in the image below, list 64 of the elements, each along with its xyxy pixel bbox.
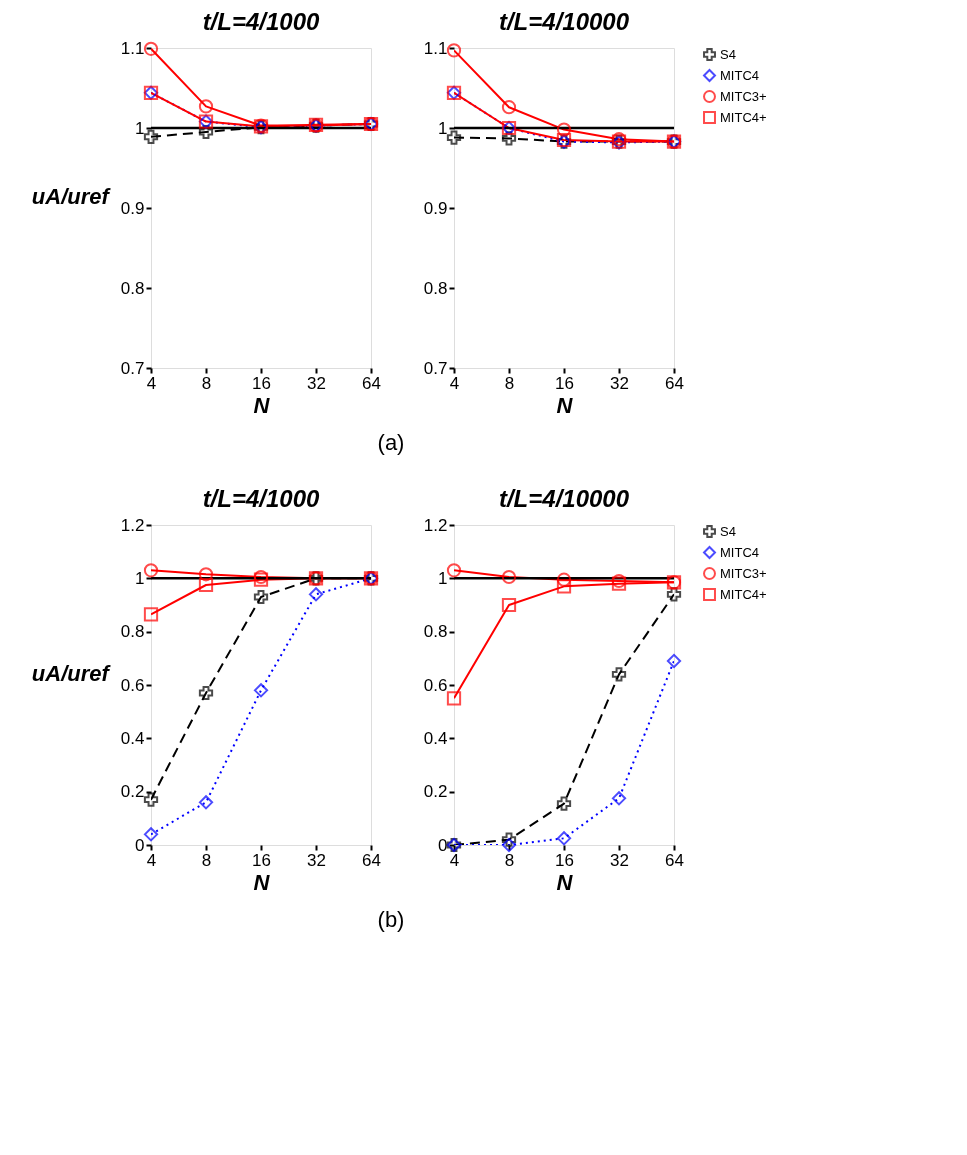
legend-label: MITC4 [720, 67, 759, 83]
legend-label: MITC4 [720, 544, 759, 560]
y-axis-title: uA/uref [31, 183, 112, 209]
x-axis-title: N [556, 392, 574, 418]
x-tick-label: 64 [665, 373, 684, 393]
y-tick-label: 1.2 [423, 515, 448, 535]
x-tick-label: 16 [252, 373, 271, 393]
x-tick-label: 16 [252, 850, 271, 870]
x-tick-label: 64 [362, 373, 381, 393]
y-tick-label: 1.2 [120, 515, 145, 535]
legend-label: S4 [720, 523, 736, 539]
x-tick-label: 32 [610, 373, 629, 393]
y-tick-label: 0.8 [120, 278, 145, 298]
x-tick-label: 4 [449, 373, 460, 393]
x-axis-title: N [556, 869, 574, 895]
y-tick-label: 0.9 [120, 198, 145, 218]
y-axis-title: uA/uref [31, 660, 112, 686]
chart-title: t/L=4/1000 [202, 485, 321, 512]
y-tick-label: 0.8 [120, 622, 145, 642]
y-tick-label: 0.4 [423, 728, 448, 748]
text: (a) [377, 430, 405, 455]
y-tick-label: 0.2 [120, 782, 145, 802]
x-tick-label: 16 [555, 850, 574, 870]
y-tick-label: 0 [438, 835, 448, 855]
y-tick-label: 0.8 [423, 622, 448, 642]
y-tick-label: 1 [438, 568, 448, 588]
y-tick-label: 0.7 [120, 358, 145, 378]
y-tick-label: 1 [438, 118, 448, 138]
y-tick-label: 0.2 [423, 782, 448, 802]
x-tick-label: 32 [610, 850, 629, 870]
legend-label: MITC4+ [720, 586, 767, 602]
x-tick-label: 16 [555, 373, 574, 393]
legend-label: MITC3+ [720, 88, 767, 104]
y-tick-label: 0.9 [423, 198, 448, 218]
y-tick-label: 1 [135, 118, 145, 138]
y-tick-label: 0.4 [120, 728, 145, 748]
legend-label: S4 [720, 46, 736, 62]
x-tick-label: 64 [362, 850, 381, 870]
chart-title: t/L=4/1000 [202, 7, 321, 35]
x-axis-title: N [253, 869, 271, 895]
y-tick-label: 1.1 [423, 38, 448, 58]
y-tick-label: 1.1 [120, 38, 145, 58]
legend-label: MITC3+ [720, 565, 767, 581]
x-tick-label: 8 [504, 373, 515, 393]
x-tick-label: 8 [504, 850, 515, 870]
y-tick-label: 0.7 [423, 358, 448, 378]
x-tick-label: 8 [201, 373, 212, 393]
y-tick-label: 0.8 [423, 278, 448, 298]
x-tick-label: 8 [201, 850, 212, 870]
x-tick-label: 32 [307, 850, 326, 870]
text: (b) [377, 907, 405, 932]
x-tick-label: 4 [449, 850, 460, 870]
y-tick-label: 0.6 [120, 675, 145, 695]
x-tick-label: 4 [146, 850, 157, 870]
legend-label: MITC4+ [720, 109, 767, 125]
chart-title: t/L=4/10000 [498, 8, 630, 35]
x-tick-label: 64 [665, 850, 684, 870]
chart-title: t/L=4/10000 [498, 485, 630, 512]
y-tick-label: 1 [135, 568, 145, 588]
y-tick-label: 0 [135, 835, 145, 855]
x-axis-title: N [253, 392, 271, 418]
x-tick-label: 32 [307, 373, 326, 393]
x-tick-label: 4 [146, 373, 157, 393]
y-tick-label: 0.6 [423, 675, 448, 695]
